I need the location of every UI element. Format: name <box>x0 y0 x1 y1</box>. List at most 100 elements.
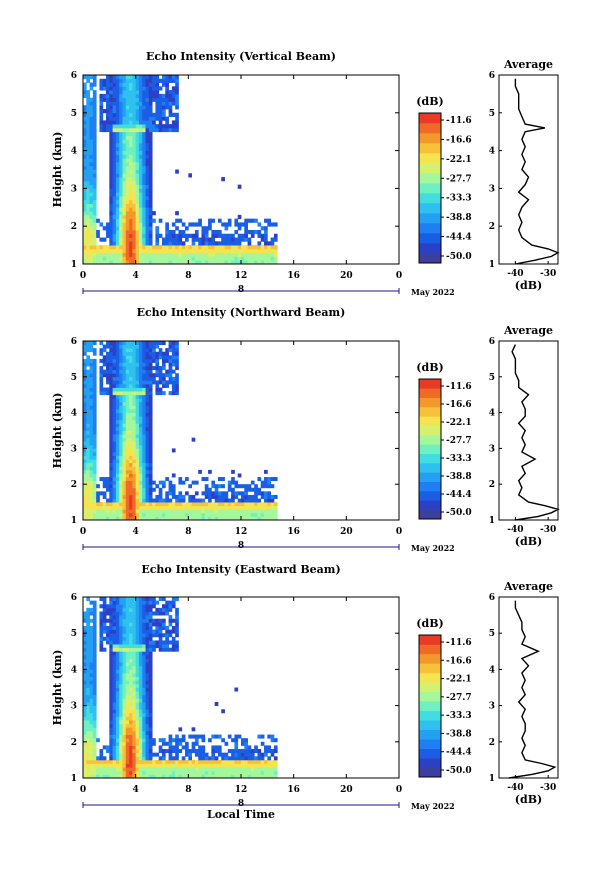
profile-y-tick-label: 6 <box>489 593 495 603</box>
chart-title: Echo Intensity (Vertical Beam) <box>146 50 336 63</box>
colorbar-segment <box>419 729 441 740</box>
profile-y-tick-label: 3 <box>489 444 495 454</box>
colorbar-segment <box>419 653 441 664</box>
day-label: 8 <box>238 541 244 551</box>
profile-x-tick-label: -40 <box>507 525 523 535</box>
colorbar-segment <box>419 113 441 124</box>
colorbar-tick-label: -27.7 <box>446 693 472 703</box>
date-label: May 2022 <box>411 287 455 297</box>
colorbar-segment <box>419 203 441 214</box>
colorbar-segment <box>419 233 441 244</box>
x-tick-label: 0 <box>80 785 86 795</box>
colorbar-segment <box>419 453 441 464</box>
colorbar-segment <box>419 143 441 154</box>
day-label: 8 <box>238 799 244 809</box>
profile-y-tick-label: 5 <box>489 109 495 119</box>
profile-x-tick-label: -40 <box>507 783 523 793</box>
colorbar-unit: (dB) <box>416 617 443 630</box>
x-tick-label: 20 <box>340 785 353 795</box>
colorbar-segment <box>419 183 441 194</box>
profile-frame <box>498 596 559 779</box>
x-tick-label: 12 <box>235 271 248 281</box>
y-tick-label: 6 <box>71 71 77 81</box>
colorbar-unit: (dB) <box>416 95 443 108</box>
colorbar-tick-label: -16.6 <box>446 400 472 410</box>
y-axis-label: Height (km) <box>51 650 64 726</box>
heatmap-cells <box>83 75 278 265</box>
colorbar-segment <box>419 500 441 510</box>
colorbar-tick-label: -50.0 <box>446 508 472 518</box>
y-tick-label: 2 <box>71 738 77 748</box>
colorbar-tick-label: -22.1 <box>446 418 472 428</box>
colorbar-segment <box>419 463 441 473</box>
colorbar-segment <box>419 691 441 702</box>
profile-x-tick-label: -40 <box>507 269 523 279</box>
profile-x-tick-label: -30 <box>540 525 556 535</box>
x-tick-label: 12 <box>235 527 248 537</box>
colorbar-tick-label: -27.7 <box>446 174 472 184</box>
y-tick-label: 5 <box>71 629 77 639</box>
x-tick-label: 0 <box>396 785 402 795</box>
x-tick-label: 16 <box>287 271 300 281</box>
colorbar-segment <box>419 253 441 264</box>
profile-y-tick-label: 5 <box>489 629 495 639</box>
colorbar-tick-label: -38.8 <box>446 472 472 482</box>
y-tick-label: 1 <box>71 260 77 270</box>
x-tick-label: 4 <box>133 527 139 537</box>
colorbar-segment <box>419 163 441 174</box>
colorbar-frame <box>418 112 442 264</box>
profile-y-tick-label: 2 <box>489 480 495 490</box>
colorbar-tick-label: -11.6 <box>446 382 472 392</box>
x-tick-label: 8 <box>185 527 191 537</box>
colorbar-tick-label: -50.0 <box>446 252 472 262</box>
profile-y-tick-label: 1 <box>489 260 495 270</box>
profile-y-tick-label: 1 <box>489 516 495 526</box>
profile-y-tick-label: 5 <box>489 373 495 383</box>
y-tick-label: 2 <box>71 480 77 490</box>
profile-y-tick-label: 2 <box>489 222 495 232</box>
colorbar-segment <box>419 472 441 482</box>
y-tick-label: 3 <box>71 444 77 454</box>
y-tick-label: 1 <box>71 516 77 526</box>
colorbar-segment <box>419 416 441 426</box>
colorbar-segment <box>419 243 441 254</box>
y-tick-label: 2 <box>71 222 77 232</box>
colorbar-segment <box>419 379 441 389</box>
colorbar-segment <box>419 123 441 134</box>
x-tick-label: 4 <box>133 785 139 795</box>
colorbar-segment <box>419 388 441 398</box>
x-tick-label: 0 <box>396 527 402 537</box>
panel-2: Echo Intensity (Northward Beam)123456Hei… <box>51 306 560 553</box>
y-axis-label: Height (km) <box>51 393 64 469</box>
colorbar-unit: (dB) <box>416 361 443 374</box>
y-tick-label: 6 <box>71 593 77 603</box>
colorbar-tick-label: -33.3 <box>446 454 472 464</box>
colorbar-segment <box>419 213 441 224</box>
profile-y-tick-label: 4 <box>489 409 495 419</box>
colorbar-tick-label: -44.4 <box>446 490 472 500</box>
x-axis-label: Local Time <box>207 808 275 821</box>
heatmap-cells <box>83 341 278 521</box>
colorbar-segment <box>419 682 441 693</box>
profile-title: Average <box>503 58 553 71</box>
colorbar-tick-label: -16.6 <box>446 135 472 145</box>
profile-title: Average <box>503 580 553 593</box>
colorbar-segment <box>419 739 441 749</box>
colorbar-tick-label: -38.8 <box>446 729 472 739</box>
colorbar-tick-label: -44.4 <box>446 233 472 243</box>
colorbar-segment <box>419 663 441 674</box>
colorbar-tick-label: -50.0 <box>446 766 472 776</box>
profile-y-tick-label: 4 <box>489 665 495 675</box>
x-tick-label: 0 <box>80 527 86 537</box>
profile-y-tick-label: 4 <box>489 147 495 157</box>
x-tick-label: 12 <box>235 785 248 795</box>
colorbar-segment <box>419 223 441 234</box>
y-tick-label: 3 <box>71 184 77 194</box>
heatmap-cells <box>83 597 278 779</box>
colorbar-segment <box>419 153 441 164</box>
colorbar-segment <box>419 491 441 501</box>
profile-y-tick-label: 3 <box>489 184 495 194</box>
y-tick-label: 5 <box>71 373 77 383</box>
panel-1: Echo Intensity (Vertical Beam)123456Heig… <box>51 50 560 297</box>
profile-y-tick-label: 1 <box>489 774 495 784</box>
